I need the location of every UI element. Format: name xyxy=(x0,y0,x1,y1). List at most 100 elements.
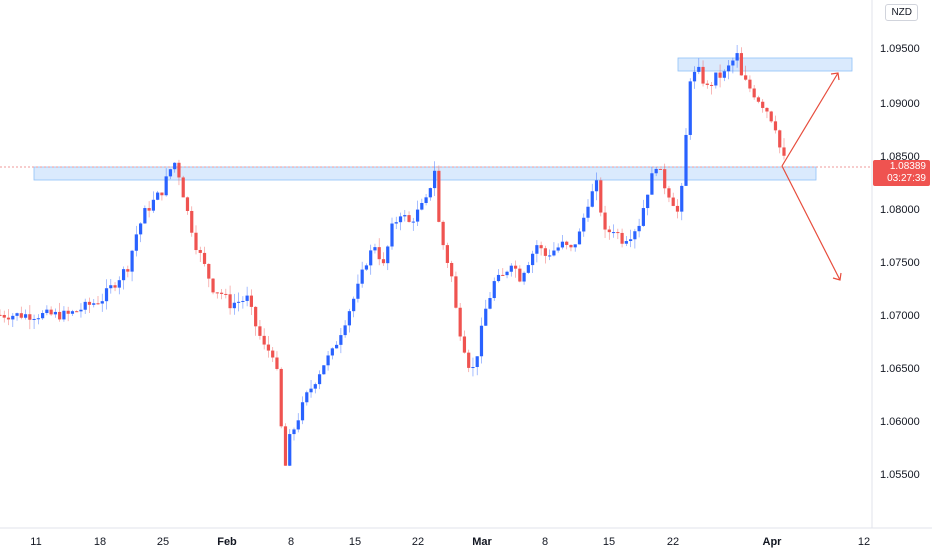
currency-badge[interactable]: NZD xyxy=(885,4,918,21)
candle-body xyxy=(705,83,709,85)
candle-body xyxy=(654,168,658,174)
candle-body xyxy=(262,335,266,345)
candle-body xyxy=(109,285,113,289)
candle-body xyxy=(744,75,748,80)
candle-body xyxy=(364,265,369,270)
bearish-projection-arrow[interactable] xyxy=(781,165,841,281)
candle-body xyxy=(633,231,637,240)
candle-body xyxy=(28,314,32,320)
candle-body xyxy=(727,65,731,72)
candle-body xyxy=(245,295,249,301)
candle-body xyxy=(756,97,761,102)
candle-body xyxy=(552,250,556,256)
candle-body xyxy=(535,245,539,254)
price-tick-label: 1.07500 xyxy=(880,257,920,269)
time-tick-label: Feb xyxy=(217,536,237,548)
candle-body xyxy=(288,434,292,466)
support-zone[interactable] xyxy=(33,166,817,181)
candle-body xyxy=(714,72,718,86)
candle-body xyxy=(398,216,403,223)
candle-body xyxy=(415,209,420,222)
candle-body xyxy=(420,202,424,210)
candle-body xyxy=(518,268,522,282)
candle-body xyxy=(556,247,560,251)
candle-body xyxy=(658,168,663,170)
candle-body xyxy=(688,81,692,135)
candle-body xyxy=(53,311,57,315)
time-tick-label: Mar xyxy=(472,536,492,548)
candle-body xyxy=(663,169,667,189)
candle-body xyxy=(565,241,569,245)
projection-arrows[interactable] xyxy=(781,72,842,281)
candle-body xyxy=(377,247,381,260)
candle-body xyxy=(441,221,445,246)
candle-body xyxy=(62,310,66,320)
candle-body xyxy=(317,374,322,385)
candle-body xyxy=(75,311,79,313)
candle-body xyxy=(599,180,603,213)
candle-body xyxy=(390,223,394,247)
candle-body xyxy=(684,134,688,186)
candle-body xyxy=(739,53,743,76)
last-price-tag: 1.08389 03:27:39 xyxy=(873,160,930,186)
candle-body xyxy=(765,107,769,112)
candle-body xyxy=(305,392,309,403)
candle-body xyxy=(228,294,232,309)
price-axis[interactable]: 1.095001.090001.085001.080001.075001.070… xyxy=(880,43,920,481)
price-tick-label: 1.09500 xyxy=(880,43,920,55)
candle-body xyxy=(607,229,611,233)
candle-body xyxy=(752,88,756,98)
candle-body xyxy=(92,303,96,305)
candle-body xyxy=(496,274,501,282)
bar-countdown: 03:27:39 xyxy=(887,173,926,184)
time-axis[interactable]: 11 18 25 Feb 8 15 22 Mar 8 15 22 Apr 12 xyxy=(30,536,870,548)
candle-body xyxy=(271,350,275,358)
candle-body xyxy=(424,197,428,203)
candle-body xyxy=(718,72,722,78)
candle-body xyxy=(296,420,300,430)
candle-body xyxy=(403,215,407,217)
candle-body xyxy=(322,365,326,375)
candle-body xyxy=(156,192,160,200)
candle-body xyxy=(373,247,377,251)
candle-body xyxy=(326,355,330,366)
candle-body xyxy=(616,232,620,234)
price-tick-label: 1.05500 xyxy=(880,469,920,481)
candle-body xyxy=(531,253,535,266)
candle-body xyxy=(709,84,714,86)
candle-body xyxy=(407,215,411,222)
candle-body xyxy=(722,71,726,78)
candle-body xyxy=(254,306,258,327)
candle-body xyxy=(773,121,778,131)
candle-body xyxy=(177,162,181,178)
price-tick-label: 1.08000 xyxy=(880,204,920,216)
candle-body xyxy=(79,309,83,312)
candle-body xyxy=(151,199,155,211)
candle-body xyxy=(232,302,236,309)
candle-body xyxy=(249,295,253,307)
candle-body xyxy=(275,357,279,369)
candle-body xyxy=(104,288,109,302)
bullish-projection-arrow[interactable] xyxy=(781,72,839,167)
candle-body xyxy=(330,348,334,356)
candle-body xyxy=(190,210,194,233)
candle-body xyxy=(49,309,53,315)
candle-body xyxy=(641,208,645,226)
candle-body xyxy=(343,325,347,336)
candle-body xyxy=(126,269,130,272)
candle-body xyxy=(692,71,697,82)
candle-body xyxy=(83,301,87,310)
candle-body xyxy=(701,66,705,84)
resistance-zone[interactable] xyxy=(677,57,853,72)
candle-body xyxy=(761,101,765,108)
candle-body xyxy=(66,310,70,314)
candle-body xyxy=(211,278,215,293)
time-tick-label: 15 xyxy=(349,536,361,548)
candle-body xyxy=(241,300,245,302)
candle-body xyxy=(458,307,462,337)
candle-body xyxy=(433,170,437,189)
candle-body xyxy=(87,301,92,305)
candle-body xyxy=(130,250,134,272)
